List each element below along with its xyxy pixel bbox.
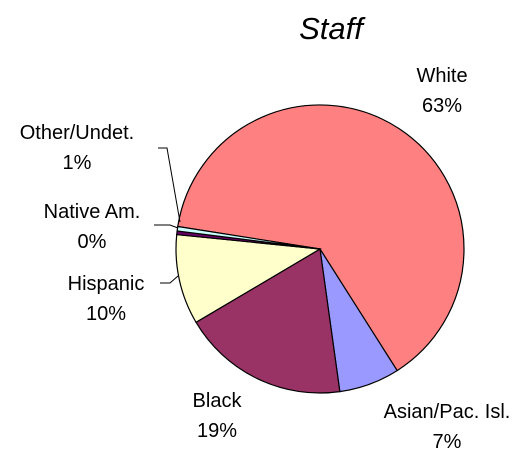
label-percent: 1% xyxy=(63,152,92,174)
label-percent: 63% xyxy=(422,95,462,117)
label-name: Native Am. xyxy=(44,201,141,223)
leader-other-undet xyxy=(158,147,181,223)
label-native-am: Native Am. 0% xyxy=(44,201,141,253)
chart-title: Staff xyxy=(299,11,366,46)
slice-black xyxy=(195,248,341,394)
slice-labels: White 63% Asian/Pac. Isl. 7% Black 19% Hispani… xyxy=(20,65,511,453)
label-name: Black xyxy=(193,390,243,412)
leader-native-am xyxy=(154,224,179,229)
leader-hispanic xyxy=(160,275,179,284)
label-name: White xyxy=(416,65,467,87)
label-black: Black 19% xyxy=(193,390,243,442)
label-asian-pac-isl: Asian/Pac. Isl. 7% xyxy=(384,401,511,453)
label-percent: 7% xyxy=(433,431,462,453)
label-percent: 19% xyxy=(197,420,237,442)
label-hispanic: Hispanic 10% xyxy=(68,273,145,325)
label-white: White 63% xyxy=(416,65,467,117)
slice-hispanic xyxy=(175,233,322,324)
pie-slices xyxy=(175,104,465,394)
label-other-undet: Other/Undet. 1% xyxy=(20,122,135,174)
slice-other-undet xyxy=(176,225,321,250)
label-percent: 0% xyxy=(78,231,107,253)
leader-lines xyxy=(154,147,181,284)
label-name: Other/Undet. xyxy=(20,122,135,144)
label-name: Hispanic xyxy=(68,273,145,295)
label-name: Asian/Pac. Isl. xyxy=(384,401,511,423)
slice-white xyxy=(177,104,465,372)
label-percent: 10% xyxy=(86,303,126,325)
